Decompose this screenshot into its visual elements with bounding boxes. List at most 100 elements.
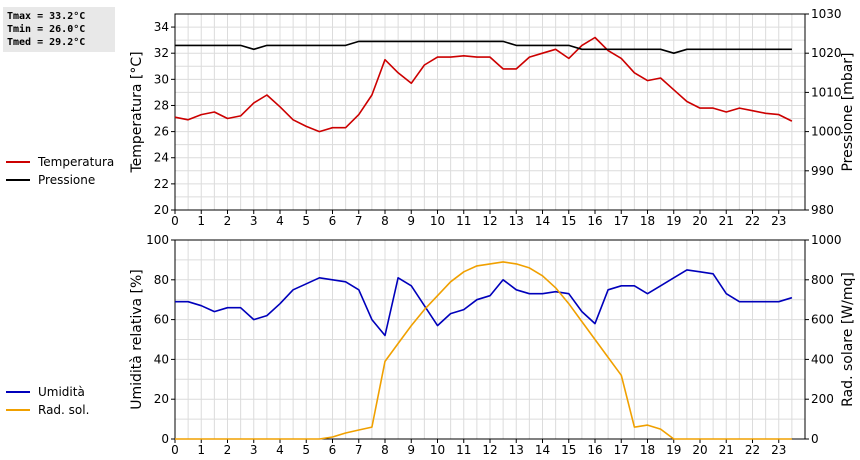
legend-label: Pressione bbox=[38, 173, 96, 187]
tmin-label: Tmin = 26.0°C bbox=[7, 24, 86, 35]
y-axis-label-right: Pressione [mbar] bbox=[840, 52, 856, 171]
x-tick-label: 9 bbox=[407, 443, 415, 457]
x-tick-label: 3 bbox=[250, 214, 258, 228]
y-tick-label-left: 22 bbox=[154, 177, 169, 191]
legend-item-temperatura: Temperatura bbox=[6, 153, 114, 171]
x-tick-label: 17 bbox=[614, 214, 629, 228]
y-tick-label-right: 1010 bbox=[811, 85, 842, 99]
x-tick-label: 4 bbox=[276, 214, 284, 228]
x-tick-label: 22 bbox=[745, 214, 760, 228]
x-tick-label: 23 bbox=[771, 443, 786, 457]
x-tick-label: 16 bbox=[587, 214, 602, 228]
y-tick-label-left: 80 bbox=[154, 273, 169, 287]
legend-label: Umidità bbox=[38, 385, 85, 399]
x-tick-label: 6 bbox=[329, 443, 337, 457]
x-tick-label: 15 bbox=[561, 443, 576, 457]
y-tick-label-right: 1020 bbox=[811, 46, 842, 60]
legend-swatch bbox=[6, 409, 30, 411]
y-tick-label-right: 600 bbox=[811, 313, 834, 327]
x-tick-label: 0 bbox=[171, 443, 179, 457]
x-tick-label: 1 bbox=[197, 443, 205, 457]
y-tick-label-left: 100 bbox=[146, 233, 169, 247]
y-tick-label-left: 32 bbox=[154, 46, 169, 60]
legend-label: Rad. sol. bbox=[38, 403, 90, 417]
x-tick-label: 15 bbox=[561, 214, 576, 228]
tmax-label: Tmax = 33.2°C bbox=[7, 11, 86, 22]
y-tick-label-left: 34 bbox=[154, 20, 169, 34]
y-tick-label-right: 200 bbox=[811, 392, 834, 406]
legend-label: Temperatura bbox=[38, 155, 115, 169]
x-tick-label: 21 bbox=[719, 443, 734, 457]
y-tick-label-left: 20 bbox=[154, 203, 169, 217]
legend-item-rad-sol: Rad. sol. bbox=[6, 401, 89, 419]
x-tick-label: 13 bbox=[509, 443, 524, 457]
legend-item-umidita: Umidità bbox=[6, 383, 89, 401]
x-tick-label: 0 bbox=[171, 214, 179, 228]
x-tick-label: 13 bbox=[509, 214, 524, 228]
y-tick-label-right: 800 bbox=[811, 273, 834, 287]
x-tick-label: 8 bbox=[381, 214, 389, 228]
chart-panel-hum-rad: 0 1 2 3 4 5 6 7 8 9 10 11 12 13 14 15 16 17 18 19 20 21 22 2302… bbox=[129, 233, 856, 457]
legend-top: Temperatura Pressione bbox=[6, 153, 114, 189]
x-tick-label: 18 bbox=[640, 443, 655, 457]
x-tick-label: 10 bbox=[430, 443, 445, 457]
y-tick-label-right: 980 bbox=[811, 203, 834, 217]
x-tick-label: 3 bbox=[250, 443, 258, 457]
x-tick-label: 22 bbox=[745, 443, 760, 457]
x-tick-label: 21 bbox=[719, 214, 734, 228]
series-line-umidit bbox=[175, 269, 793, 337]
y-tick-label-right: 1000 bbox=[811, 233, 842, 247]
x-tick-label: 16 bbox=[587, 443, 602, 457]
y-tick-label-left: 60 bbox=[154, 313, 169, 327]
tmed-label: Tmed = 29.2°C bbox=[7, 37, 86, 48]
x-tick-label: 11 bbox=[456, 214, 471, 228]
x-tick-label: 19 bbox=[666, 214, 681, 228]
y-tick-label-left: 28 bbox=[154, 98, 169, 112]
x-tick-label: 12 bbox=[482, 214, 497, 228]
y-tick-label-right: 990 bbox=[811, 164, 834, 178]
x-tick-label: 11 bbox=[456, 443, 471, 457]
x-tick-label: 12 bbox=[482, 443, 497, 457]
y-axis-label-left: Temperatura [°C] bbox=[129, 51, 145, 173]
x-tick-label: 9 bbox=[407, 214, 415, 228]
y-tick-label-right: 0 bbox=[811, 432, 819, 446]
legend-swatch bbox=[6, 391, 30, 393]
x-tick-label: 18 bbox=[640, 214, 655, 228]
y-tick-label-right: 1030 bbox=[811, 7, 842, 21]
series-line-rad-sol bbox=[175, 261, 792, 440]
chart-panel-temp-press: 0 1 2 3 4 5 6 7 8 9 10 11 12 13 14 15 16 17 18 19 20 21 22 2320… bbox=[129, 7, 856, 228]
y-axis-label-right: Rad. solare [W/mq] bbox=[840, 272, 856, 407]
y-tick-label-left: 40 bbox=[154, 352, 169, 366]
x-tick-label: 7 bbox=[355, 214, 363, 228]
y-tick-label-left: 0 bbox=[161, 432, 169, 446]
y-tick-label-right: 1000 bbox=[811, 125, 842, 139]
x-tick-label: 1 bbox=[197, 214, 205, 228]
x-tick-label: 2 bbox=[224, 443, 232, 457]
x-tick-label: 20 bbox=[692, 443, 707, 457]
x-tick-label: 6 bbox=[329, 214, 337, 228]
x-tick-label: 2 bbox=[224, 214, 232, 228]
x-tick-label: 23 bbox=[771, 214, 786, 228]
x-tick-label: 8 bbox=[381, 443, 389, 457]
legend-swatch bbox=[6, 161, 30, 163]
stats-box: Tmax = 33.2°C Tmin = 26.0°C Tmed = 29.2°… bbox=[3, 7, 115, 52]
y-tick-label-left: 26 bbox=[154, 125, 169, 139]
y-tick-label-left: 30 bbox=[154, 72, 169, 86]
x-tick-label: 5 bbox=[302, 443, 310, 457]
y-tick-label-left: 24 bbox=[154, 151, 169, 165]
x-tick-label: 14 bbox=[535, 443, 550, 457]
x-tick-label: 14 bbox=[535, 214, 550, 228]
y-tick-label-right: 400 bbox=[811, 352, 834, 366]
y-tick-label-left: 20 bbox=[154, 392, 169, 406]
x-tick-label: 10 bbox=[430, 214, 445, 228]
y-axis-label-left: Umidità relativa [%] bbox=[129, 269, 145, 410]
x-tick-label: 7 bbox=[355, 443, 363, 457]
series-line-temperatura bbox=[174, 36, 793, 133]
x-tick-label: 19 bbox=[666, 443, 681, 457]
x-tick-label: 17 bbox=[614, 443, 629, 457]
series-line-pressione bbox=[175, 40, 792, 55]
x-tick-label: 4 bbox=[276, 443, 284, 457]
x-tick-label: 20 bbox=[692, 214, 707, 228]
legend-item-pressione: Pressione bbox=[6, 171, 114, 189]
